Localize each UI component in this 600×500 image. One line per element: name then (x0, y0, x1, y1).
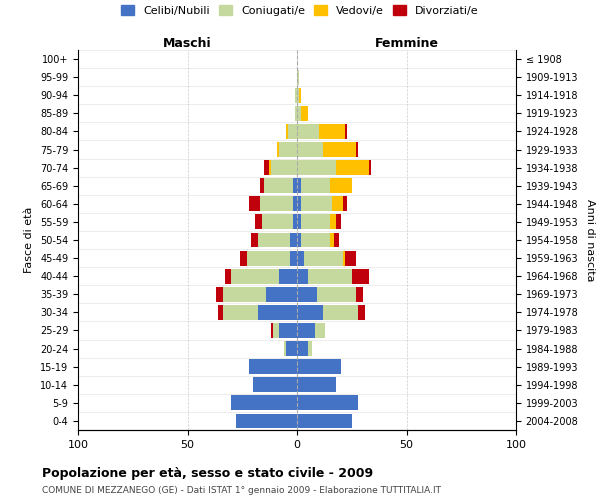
Bar (218, 305, 223, 320)
Bar (280, 269, 297, 283)
Bar (236, 414, 297, 428)
Bar (297, 124, 319, 139)
Bar (251, 232, 257, 248)
Bar (297, 414, 352, 428)
Bar (223, 287, 266, 302)
Bar (369, 160, 371, 175)
Bar (266, 287, 297, 302)
Bar (280, 142, 297, 157)
Y-axis label: Fasce di età: Fasce di età (25, 207, 34, 273)
Bar (297, 396, 358, 410)
Bar (330, 214, 337, 230)
Bar (260, 196, 293, 211)
Bar (280, 323, 297, 338)
Bar (271, 160, 297, 175)
Bar (297, 359, 341, 374)
Bar (240, 250, 247, 266)
Bar (301, 196, 332, 211)
Bar (247, 250, 290, 266)
Bar (257, 232, 290, 248)
Bar (297, 232, 301, 248)
Bar (297, 269, 308, 283)
Bar (356, 142, 358, 157)
Text: Popolazione per età, sesso e stato civile - 2009: Popolazione per età, sesso e stato civil… (42, 468, 373, 480)
Bar (343, 250, 345, 266)
Bar (232, 396, 297, 410)
Y-axis label: Anni di nascita: Anni di nascita (585, 198, 595, 281)
Bar (297, 287, 317, 302)
Bar (257, 305, 297, 320)
Bar (249, 196, 260, 211)
Bar (253, 378, 297, 392)
Bar (330, 232, 334, 248)
Bar (301, 106, 308, 121)
Bar (323, 305, 358, 320)
Bar (297, 70, 299, 84)
Bar (264, 160, 269, 175)
Bar (293, 196, 297, 211)
Bar (301, 214, 330, 230)
Bar (317, 287, 356, 302)
Bar (297, 323, 314, 338)
Bar (345, 250, 356, 266)
Bar (297, 178, 301, 193)
Bar (297, 106, 301, 121)
Bar (216, 287, 223, 302)
Bar (290, 250, 297, 266)
Bar (249, 359, 297, 374)
Bar (297, 88, 299, 102)
Bar (299, 88, 301, 102)
Bar (343, 196, 347, 211)
Bar (332, 196, 343, 211)
Bar (319, 124, 345, 139)
Text: Maschi: Maschi (163, 37, 212, 50)
Bar (352, 269, 369, 283)
Bar (256, 214, 262, 230)
Bar (297, 341, 308, 356)
Bar (295, 106, 297, 121)
Bar (260, 178, 264, 193)
Legend: Celibi/Nubili, Coniugati/e, Vedovi/e, Divorziati/e: Celibi/Nubili, Coniugati/e, Vedovi/e, Di… (117, 0, 483, 20)
Bar (308, 341, 313, 356)
Text: COMUNE DI MEZZANEGO (GE) - Dati ISTAT 1° gennaio 2009 - Elaborazione TUTTITALIA.: COMUNE DI MEZZANEGO (GE) - Dati ISTAT 1°… (42, 486, 441, 495)
Bar (295, 88, 297, 102)
Bar (297, 250, 304, 266)
Bar (314, 323, 325, 338)
Bar (345, 124, 347, 139)
Bar (330, 178, 352, 193)
Text: Femmine: Femmine (374, 37, 439, 50)
Bar (284, 341, 286, 356)
Bar (290, 232, 297, 248)
Bar (293, 178, 297, 193)
Bar (223, 305, 257, 320)
Bar (358, 305, 365, 320)
Bar (288, 124, 297, 139)
Bar (286, 341, 297, 356)
Bar (297, 196, 301, 211)
Bar (301, 178, 330, 193)
Bar (277, 142, 280, 157)
Bar (297, 214, 301, 230)
Bar (308, 269, 352, 283)
Bar (297, 305, 323, 320)
Bar (301, 232, 330, 248)
Bar (293, 214, 297, 230)
Bar (262, 214, 293, 230)
Bar (337, 160, 369, 175)
Bar (225, 269, 232, 283)
Bar (297, 142, 323, 157)
Bar (297, 378, 337, 392)
Bar (264, 178, 293, 193)
Bar (297, 160, 337, 175)
Bar (356, 287, 362, 302)
Bar (334, 232, 338, 248)
Bar (337, 214, 341, 230)
Bar (286, 124, 288, 139)
Bar (269, 160, 271, 175)
Bar (304, 250, 343, 266)
Bar (273, 323, 280, 338)
Bar (271, 323, 273, 338)
Bar (232, 269, 280, 283)
Bar (323, 142, 356, 157)
